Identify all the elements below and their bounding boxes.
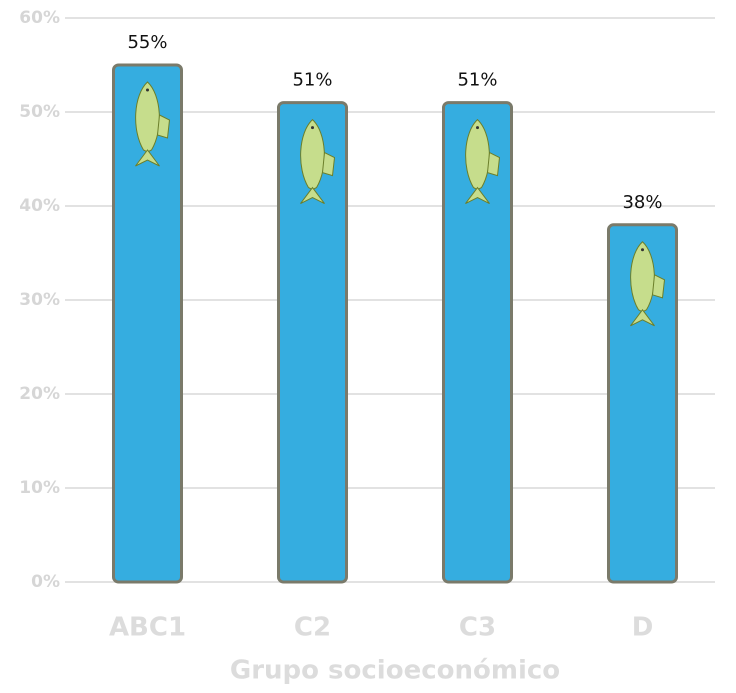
y-tick-label: 50%	[19, 102, 60, 122]
x-tick-label: C3	[459, 613, 496, 643]
fish-icon	[465, 118, 501, 205]
fish-eye	[641, 248, 644, 252]
fish-tail	[300, 186, 325, 205]
fish-eye	[476, 126, 479, 130]
value-label: 55%	[127, 32, 167, 53]
fish-fin	[651, 274, 666, 299]
fish-tail	[465, 186, 490, 205]
x-axis-title: Grupo socioeconómico	[230, 656, 560, 686]
y-tick-label: 60%	[19, 8, 60, 28]
fish-eye	[146, 88, 149, 92]
fish-fin	[486, 151, 501, 177]
x-tick-label: ABC1	[109, 613, 186, 643]
fish-fin	[321, 151, 336, 177]
value-label: 51%	[292, 70, 332, 91]
y-tick-label: 40%	[19, 196, 60, 216]
bar	[112, 63, 183, 584]
fish-icon	[630, 241, 666, 327]
fish-tail	[135, 149, 160, 167]
y-tick-label: 10%	[19, 478, 60, 498]
bar	[442, 101, 513, 584]
x-tick-label: D	[632, 613, 654, 643]
value-label: 51%	[457, 70, 497, 91]
fish-icon	[135, 81, 171, 167]
y-tick-label: 30%	[19, 290, 60, 310]
bar	[607, 223, 678, 584]
fish-eye	[311, 126, 314, 130]
fish-tail	[630, 308, 655, 327]
fish-icon	[300, 118, 336, 205]
fish-fin	[156, 114, 171, 139]
y-tick-label: 0%	[31, 572, 60, 592]
value-label: 38%	[622, 192, 662, 213]
x-tick-label: C2	[294, 613, 331, 643]
y-tick-label: 20%	[19, 384, 60, 404]
bar	[277, 101, 348, 584]
